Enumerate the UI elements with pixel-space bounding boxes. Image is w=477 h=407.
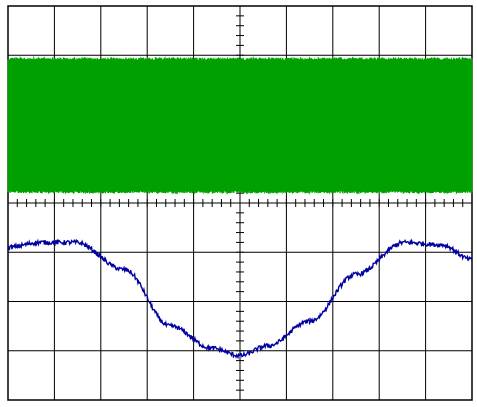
channel-2-trace [7, 238, 473, 360]
series-layer [7, 55, 473, 360]
channel-1-trace [7, 55, 473, 195]
